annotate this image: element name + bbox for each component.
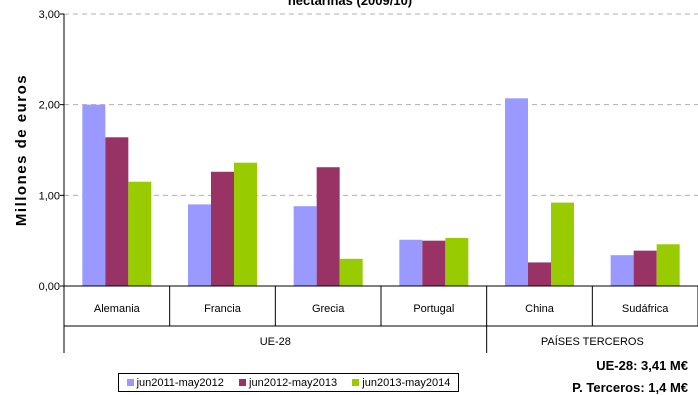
x-tick-label: Alemania: [94, 303, 141, 315]
y-tick-label: 2,00: [39, 100, 60, 112]
bar: [422, 240, 446, 286]
tick-labels: 0,00 1,00 2,00 3,00 Alemania Francia Grecia Por…: [39, 9, 670, 348]
x-tick-label: China: [525, 303, 555, 315]
x-tick-label: Sudáfrica: [622, 303, 669, 315]
legend-item: jun2011-may2012: [126, 376, 224, 389]
gridlines: [64, 13, 698, 196]
summary-ue28: UE-28: 3,41 M€: [596, 358, 688, 373]
bar: [610, 255, 634, 286]
bar: [211, 171, 234, 286]
bar: [445, 237, 469, 286]
legend-item: jun2013-may2014: [352, 377, 450, 389]
y-axis-label: Millones de euros: [13, 74, 30, 226]
x-tick-label: Grecia: [312, 303, 345, 315]
legend-item: jun2012-may2013: [239, 377, 337, 389]
legend-label: jun2012-may2013: [249, 376, 338, 389]
y-tick-label: 1,00: [39, 190, 60, 202]
bar: [128, 181, 152, 286]
x-tick-label: Portugal: [413, 303, 454, 315]
bar: [656, 244, 680, 286]
legend-swatch: [126, 379, 134, 386]
chart-title: nectarinas (2009/10): [288, 0, 412, 8]
bars: [82, 98, 680, 287]
summary-terceros: P. Terceros: 1,4 M€: [572, 380, 688, 395]
axes: [60, 13, 698, 353]
legend: jun2011-may2012 jun2012-may2013 jun2013-…: [118, 373, 459, 392]
legend-label: jun2011-may2012: [136, 376, 224, 389]
bar: [633, 250, 657, 286]
y-tick-label: 3,00: [39, 9, 60, 21]
legend-swatch: [239, 379, 247, 386]
bar: [528, 262, 551, 286]
bar: [339, 258, 363, 286]
bar: [82, 104, 106, 287]
legend-swatch: [352, 379, 360, 386]
bar: [188, 204, 211, 286]
bar: [105, 137, 129, 286]
bar: [316, 167, 340, 286]
bar: [399, 239, 423, 286]
y-tick-label: 0,00: [39, 281, 60, 293]
x-tick-label: Francia: [204, 303, 242, 315]
legend-label: jun2013-may2014: [362, 376, 451, 389]
group-label: UE-28: [260, 336, 291, 348]
bar: [551, 202, 574, 286]
group-label: PAÍSES TERCEROS: [541, 335, 644, 348]
bar: [234, 162, 257, 286]
bar: [505, 98, 528, 286]
bar: [293, 206, 317, 286]
